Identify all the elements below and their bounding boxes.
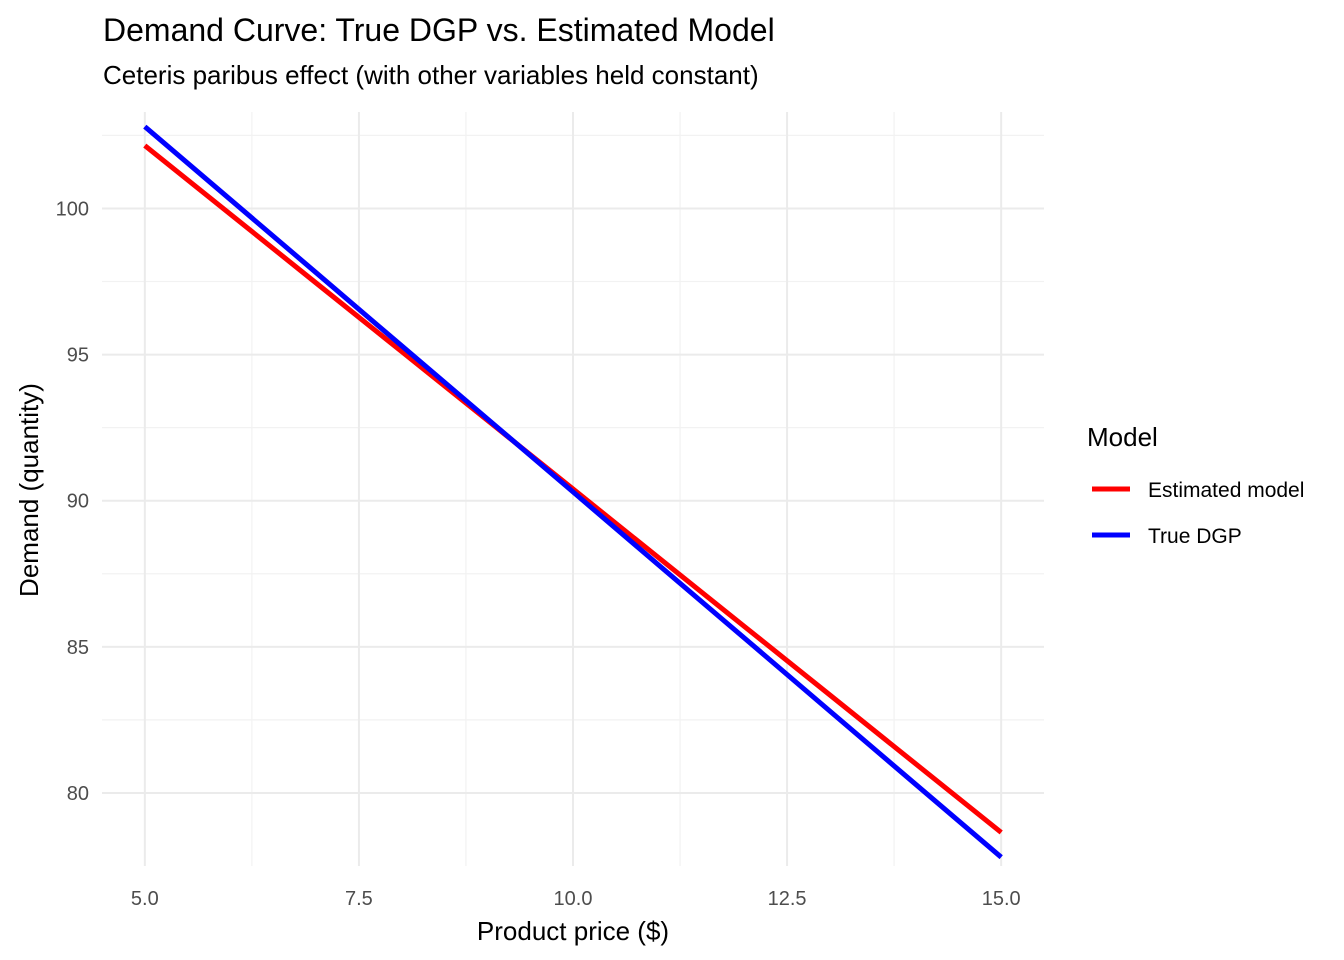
legend-items: Estimated model True DGP bbox=[1092, 479, 1304, 548]
series-line-1 bbox=[143, 124, 1003, 860]
chart-title: Demand Curve: True DGP vs. Estimated Mod… bbox=[103, 12, 775, 48]
y-tick-label: 100 bbox=[56, 198, 89, 220]
legend-title: Model bbox=[1087, 422, 1158, 452]
x-axis-title: Product price ($) bbox=[477, 916, 669, 946]
x-tick-label: 7.5 bbox=[345, 888, 373, 910]
plot-panel bbox=[102, 112, 1044, 866]
x-axis: 5.0 7.5 10.0 12.5 15.0 bbox=[131, 888, 1021, 910]
chart-subtitle: Ceteris paribus effect (with other varia… bbox=[103, 60, 759, 90]
legend-label-1: True DGP bbox=[1148, 525, 1242, 548]
grid bbox=[102, 112, 1044, 866]
x-tick-label: 5.0 bbox=[131, 888, 159, 910]
legend: Model Estimated model True DGP bbox=[1087, 422, 1304, 548]
y-tick-label: 90 bbox=[67, 491, 89, 513]
series-layer bbox=[143, 124, 1003, 860]
y-axis: 80 85 90 95 100 bbox=[56, 198, 89, 804]
x-tick-label: 15.0 bbox=[982, 888, 1021, 910]
y-tick-label: 80 bbox=[67, 783, 89, 805]
y-tick-label: 85 bbox=[67, 637, 89, 659]
y-axis-title: Demand (quantity) bbox=[14, 383, 44, 597]
x-tick-label: 12.5 bbox=[768, 888, 807, 910]
y-tick-label: 95 bbox=[67, 345, 89, 367]
legend-label-0: Estimated model bbox=[1148, 479, 1304, 502]
x-tick-label: 10.0 bbox=[554, 888, 593, 910]
